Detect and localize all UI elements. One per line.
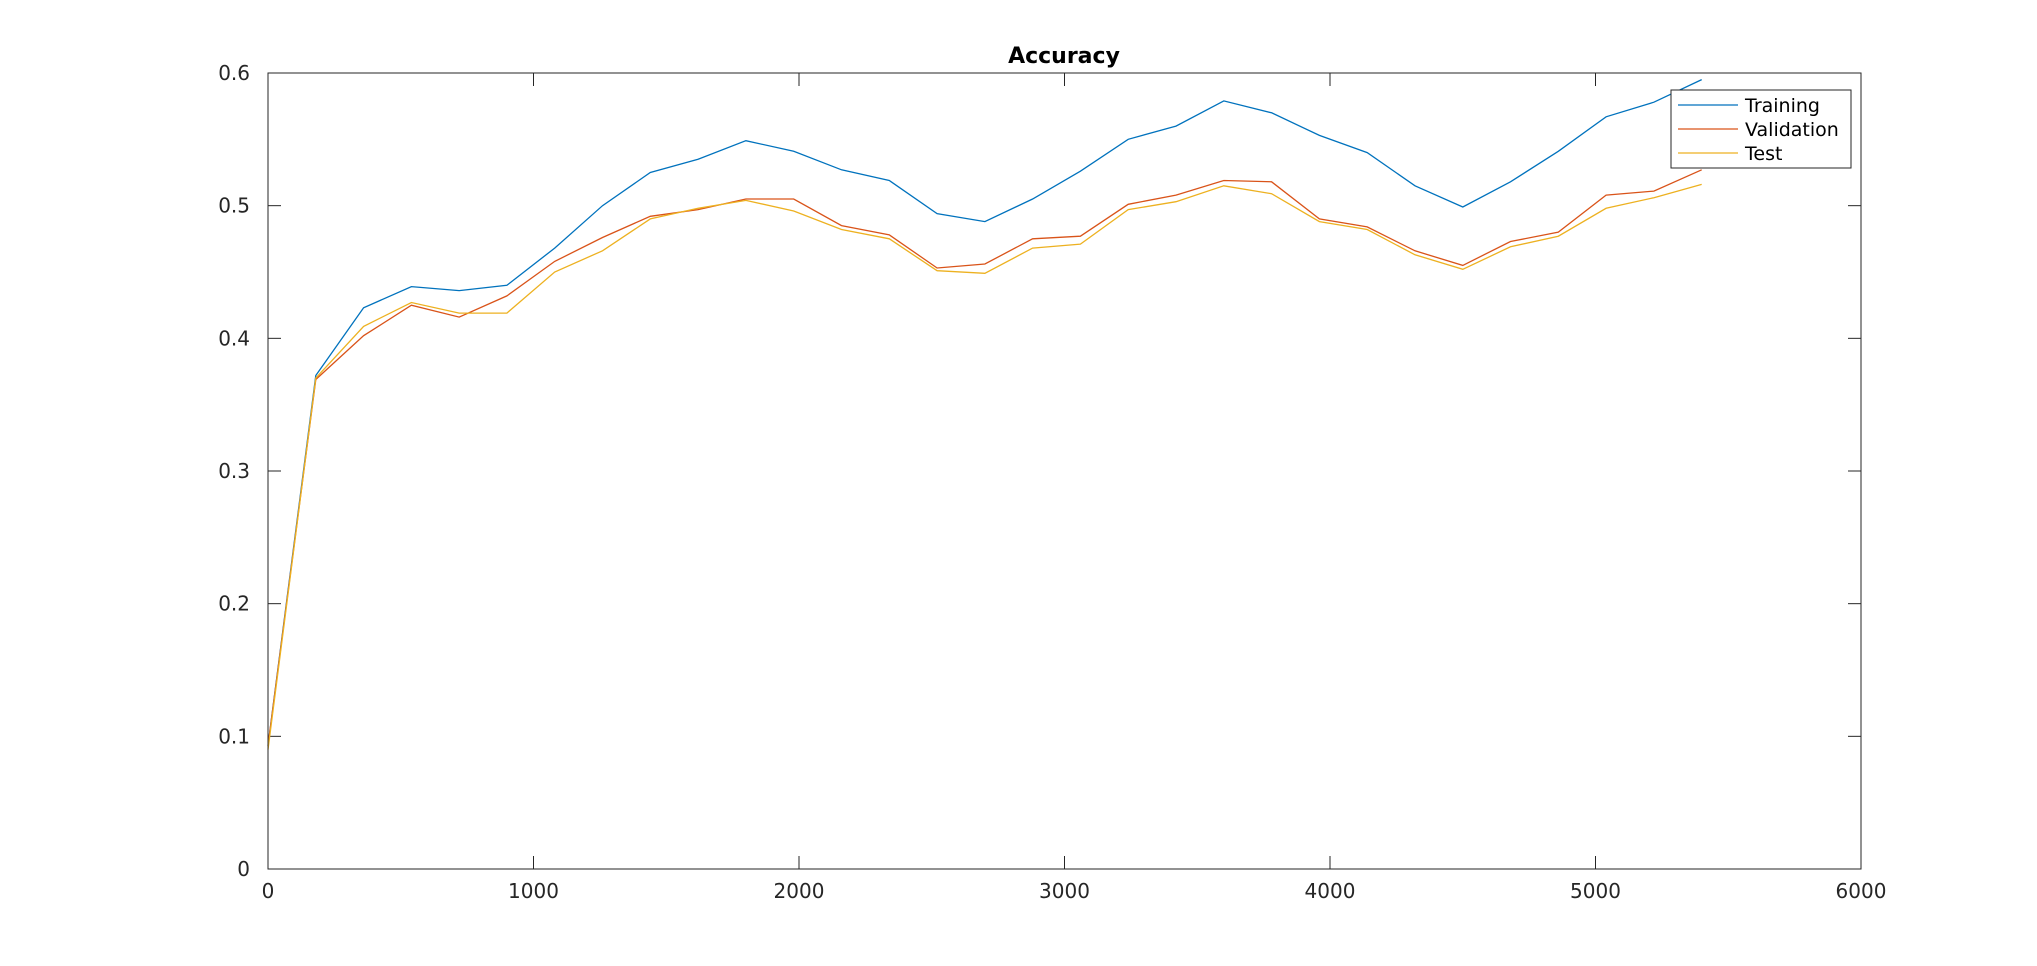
x-tick-label: 1000 xyxy=(508,879,559,903)
y-tick-label: 0.3 xyxy=(218,459,250,483)
series-lines xyxy=(267,79,1702,750)
series-line-validation xyxy=(267,169,1702,746)
axis-ticks: 0 1000 2000 3000 4000 5000 6000 0 0.1 0.2 0.3 0.4 0.… xyxy=(218,61,1886,903)
x-tick-label: 2000 xyxy=(774,879,825,903)
y-tick-label: 0.5 xyxy=(218,194,250,218)
series-line-test xyxy=(267,183,1702,750)
y-tick-label: 0.1 xyxy=(218,724,250,748)
x-tick-label: 4000 xyxy=(1305,879,1356,903)
x-tick-label: 3000 xyxy=(1039,879,1090,903)
chart-title: Accuracy xyxy=(1008,44,1120,69)
y-tick-label: 0.6 xyxy=(218,61,250,85)
legend-label-validation: Validation xyxy=(1745,119,1839,141)
x-tick-label: 6000 xyxy=(1836,879,1887,903)
plot-area-frame xyxy=(267,72,1862,870)
legend-label-test: Test xyxy=(1744,143,1782,165)
x-tick-label: 0 xyxy=(262,879,275,903)
y-tick-label: 0.2 xyxy=(218,592,250,616)
y-tick-label: 0.4 xyxy=(218,326,250,350)
x-tick-label: 5000 xyxy=(1570,879,1621,903)
legend-label-training: Training xyxy=(1744,95,1820,117)
y-tick-label: 0 xyxy=(237,857,250,881)
series-line-training xyxy=(267,79,1702,746)
